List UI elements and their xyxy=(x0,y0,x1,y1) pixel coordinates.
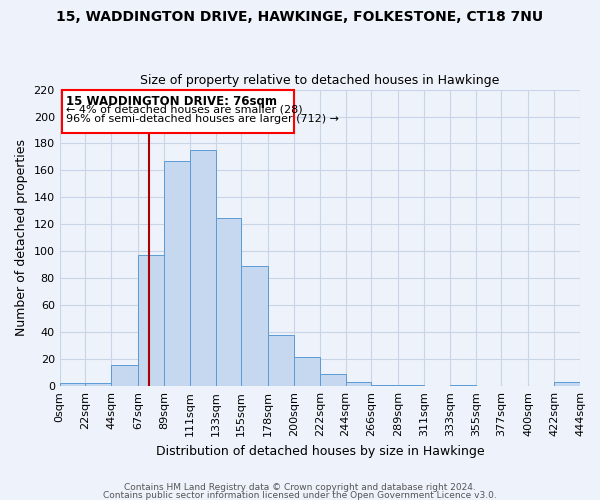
Bar xyxy=(59,384,85,386)
Bar xyxy=(450,385,476,386)
Bar xyxy=(320,374,346,386)
Y-axis label: Number of detached properties: Number of detached properties xyxy=(15,140,28,336)
Bar xyxy=(268,335,294,386)
Bar xyxy=(554,382,580,386)
Bar xyxy=(138,256,164,386)
Bar xyxy=(111,364,138,386)
Text: 15, WADDINGTON DRIVE, HAWKINGE, FOLKESTONE, CT18 7NU: 15, WADDINGTON DRIVE, HAWKINGE, FOLKESTO… xyxy=(56,10,544,24)
Bar xyxy=(164,161,190,386)
Bar xyxy=(85,384,111,386)
Text: 96% of semi-detached houses are larger (712) →: 96% of semi-detached houses are larger (… xyxy=(65,114,338,124)
Bar xyxy=(190,150,215,386)
Bar xyxy=(62,90,294,132)
Bar xyxy=(294,356,320,386)
Text: 15 WADDINGTON DRIVE: 76sqm: 15 WADDINGTON DRIVE: 76sqm xyxy=(65,95,277,108)
Bar xyxy=(398,385,424,386)
Bar xyxy=(371,385,398,386)
Bar xyxy=(215,218,241,386)
Title: Size of property relative to detached houses in Hawkinge: Size of property relative to detached ho… xyxy=(140,74,500,87)
Text: ← 4% of detached houses are smaller (28): ← 4% of detached houses are smaller (28) xyxy=(65,104,302,115)
Bar xyxy=(241,266,268,386)
Text: Contains HM Land Registry data © Crown copyright and database right 2024.: Contains HM Land Registry data © Crown c… xyxy=(124,484,476,492)
X-axis label: Distribution of detached houses by size in Hawkinge: Distribution of detached houses by size … xyxy=(155,444,484,458)
Text: Contains public sector information licensed under the Open Government Licence v3: Contains public sector information licen… xyxy=(103,491,497,500)
Bar xyxy=(346,382,371,386)
